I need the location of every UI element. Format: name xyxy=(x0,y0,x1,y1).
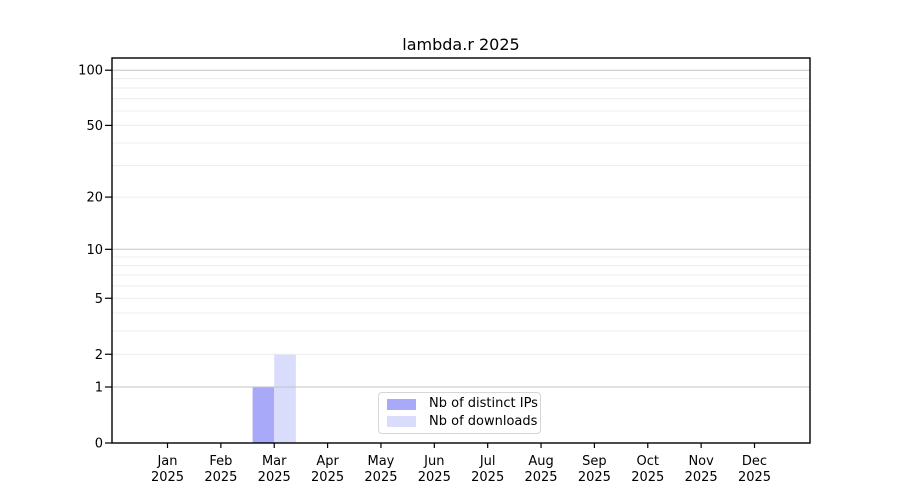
x-tick-label-month: Aug xyxy=(528,454,553,469)
x-tick-label-month: Jan xyxy=(156,454,177,469)
y-tick-label: 10 xyxy=(86,243,103,258)
legend-label-distinct-ips: Nb of distinct IPs xyxy=(429,396,538,412)
x-tick-label-month: Mar xyxy=(262,454,287,469)
plot-frame xyxy=(111,57,811,444)
x-tick-label-year: 2025 xyxy=(418,470,451,485)
y-tick-label: 1 xyxy=(95,381,103,396)
x-tick-label-month: Nov xyxy=(688,454,714,469)
legend-swatch-distinct-ips xyxy=(387,398,416,410)
legend-label-downloads: Nb of downloads xyxy=(429,413,538,429)
y-tick-label: 0 xyxy=(95,437,103,452)
x-tick-label-month: Sep xyxy=(582,454,607,469)
x-tick-label-year: 2025 xyxy=(151,470,184,485)
x-tick-label-month: Jun xyxy=(423,454,444,469)
y-tick-label: 20 xyxy=(86,191,103,206)
x-tick-label-year: 2025 xyxy=(311,470,344,485)
x-tick-label-year: 2025 xyxy=(524,470,557,485)
x-tick-label-year: 2025 xyxy=(258,470,291,485)
x-tick-label-year: 2025 xyxy=(685,470,718,485)
x-tick-label-year: 2025 xyxy=(204,470,237,485)
x-tick-label-month: Feb xyxy=(209,454,232,469)
x-tick-label-year: 2025 xyxy=(471,470,504,485)
x-tick-label-year: 2025 xyxy=(738,470,771,485)
y-tick-label: 2 xyxy=(95,348,103,363)
legend-row-distinct-ips: Nb of distinct IPs xyxy=(387,396,538,413)
x-tick-label-month: May xyxy=(368,454,395,469)
chart-title: lambda.r 2025 xyxy=(402,35,520,54)
legend-row-downloads: Nb of downloads xyxy=(387,413,537,430)
x-tick-label-year: 2025 xyxy=(631,470,664,485)
bar-distinct-ips xyxy=(252,387,275,443)
x-tick-label-month: Dec xyxy=(742,454,767,469)
y-tick-label: 100 xyxy=(78,64,103,79)
x-tick-label-month: Oct xyxy=(637,454,659,469)
y-tick-label: 50 xyxy=(86,119,103,134)
legend-swatch-downloads xyxy=(387,416,416,428)
x-tick-label-year: 2025 xyxy=(578,470,611,485)
y-tick-label: 5 xyxy=(95,292,103,307)
x-tick-label-month: Jul xyxy=(479,454,496,469)
x-tick-label-month: Apr xyxy=(316,454,339,469)
x-tick-label-year: 2025 xyxy=(364,470,397,485)
bar-downloads xyxy=(274,354,296,443)
legend: Nb of distinct IPs Nb of downloads xyxy=(378,392,541,434)
